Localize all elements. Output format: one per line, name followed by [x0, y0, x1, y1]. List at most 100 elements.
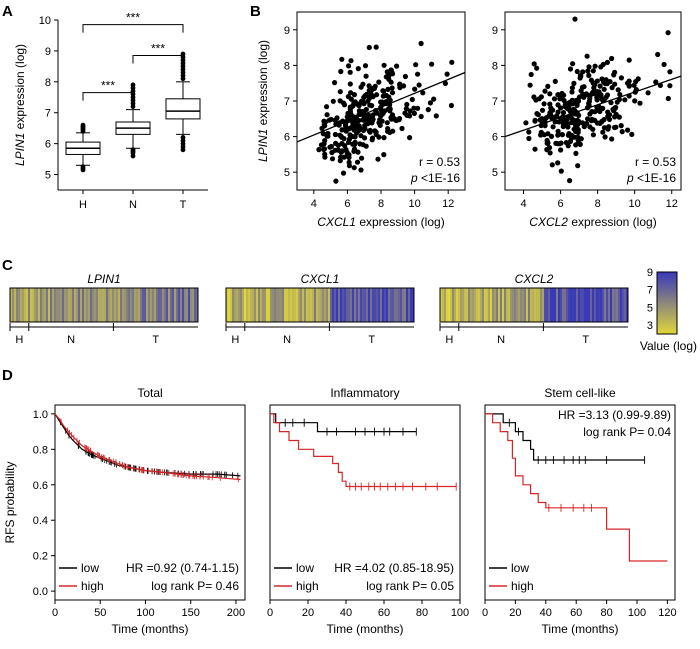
x-tick-label: 100 [136, 607, 154, 619]
colorbar-cell [657, 327, 677, 330]
heatmap-cell [410, 288, 413, 322]
scatter-point [611, 72, 617, 78]
heatmap-cell [456, 288, 459, 322]
colorbar-cell [657, 332, 677, 335]
scatter-point [536, 96, 542, 102]
heatmap-cell [168, 288, 171, 322]
scatter-point [390, 128, 396, 134]
heatmap-cell [94, 288, 97, 322]
heatmap-cell [344, 288, 347, 322]
heatmap-cell [532, 288, 535, 322]
heatmap-cell [280, 288, 283, 322]
scatter-point [609, 55, 615, 62]
y-tick-label: 8 [284, 60, 290, 72]
x-tick-label: 0 [482, 607, 488, 619]
heatmap-cell [522, 288, 525, 322]
scatter-point [608, 100, 614, 106]
scatter-point [580, 69, 586, 75]
scatter-point [548, 133, 555, 139]
heatmap-cell [44, 288, 47, 322]
y-tick-label: 0.0 [33, 586, 48, 598]
heatmap-cell [286, 288, 289, 322]
scatter-point [565, 143, 571, 149]
heatmap-cell [318, 288, 321, 322]
x-tick-label: 6 [344, 198, 350, 210]
heatmap-cell [578, 288, 581, 322]
heatmap-cell [32, 288, 35, 322]
scatter-point [567, 178, 573, 184]
x-axis-label: CXCL2 expression (log) [529, 215, 656, 229]
heatmap-cell [284, 288, 287, 322]
scatter-point [558, 105, 564, 111]
scatter-point [367, 127, 373, 134]
colorbar-cell [657, 290, 677, 293]
scatter-point [607, 79, 613, 85]
heatmap-cell [254, 288, 257, 322]
scatter-point [342, 143, 348, 149]
scatter-point [330, 98, 336, 104]
colorbar-cell [657, 284, 677, 287]
p-value-part-1: <1E-16 [418, 171, 461, 185]
heatmap-cell [278, 288, 281, 322]
heatmap-cell [194, 288, 197, 322]
scatter-point [575, 129, 581, 136]
colorbar-cell [657, 298, 677, 301]
heatmap-cell [376, 288, 379, 322]
heatmap-cell [446, 288, 449, 322]
scatter-point [386, 94, 392, 100]
heatmap-cell [510, 288, 513, 322]
scatter-point [542, 88, 548, 94]
scatter-point [389, 71, 396, 77]
heatmap-cell [616, 288, 619, 322]
km-curve-high [270, 413, 457, 488]
heatmap-cell [20, 288, 23, 322]
heatmap-cell [490, 288, 493, 322]
heatmap-cell [538, 288, 541, 322]
scatter-point [380, 93, 386, 99]
heatmap-cell [40, 288, 43, 322]
scatter-point [409, 96, 415, 103]
scatter-point [557, 96, 563, 102]
x-tick-label: 0 [52, 607, 58, 619]
heatmap-cell [556, 288, 559, 322]
heatmap-cell [326, 288, 329, 322]
heatmap-cell [196, 288, 199, 322]
x-axis-label: CXCL1 expression (log) [317, 215, 444, 229]
scatter-point [381, 62, 387, 68]
significance-bracket [132, 55, 184, 64]
heatmap-cell [592, 288, 595, 322]
heatmap-cell [606, 288, 609, 322]
heatmap-cell [340, 288, 343, 322]
scatter-point [420, 90, 426, 96]
heatmap-cell [86, 288, 89, 322]
scatter-point [526, 129, 532, 135]
heatmap-cell [608, 288, 611, 322]
scatter-point [341, 100, 347, 106]
km-frame [54, 404, 246, 601]
panel-letter-d: D [2, 367, 13, 384]
scatter-point [316, 147, 322, 153]
heatmap-cell [80, 288, 83, 322]
y-tick-label: 10 [39, 15, 51, 27]
heatmap-cell [346, 288, 349, 322]
x-tick-label: 150 [182, 607, 200, 619]
colorbar-cell [657, 272, 677, 274]
heatmap-cell [480, 288, 483, 322]
scatter-point [381, 152, 387, 158]
heatmap-cell [126, 288, 129, 322]
scatter-point [523, 120, 529, 126]
scatter-point [553, 140, 559, 146]
group-label: T [152, 334, 159, 346]
heatmap-cell [540, 288, 543, 322]
scatter-point [601, 117, 607, 123]
scatter-point [548, 111, 554, 118]
heatmap-cell [614, 288, 617, 322]
scatter-point [547, 91, 553, 97]
p-value: p <1E-16 [626, 171, 676, 185]
scatter-point [667, 83, 673, 89]
heatmap-cell [226, 288, 229, 322]
heatmap-cell [14, 288, 17, 322]
y-tick-label: 1.0 [33, 409, 48, 421]
heatmap-cell [76, 288, 79, 322]
